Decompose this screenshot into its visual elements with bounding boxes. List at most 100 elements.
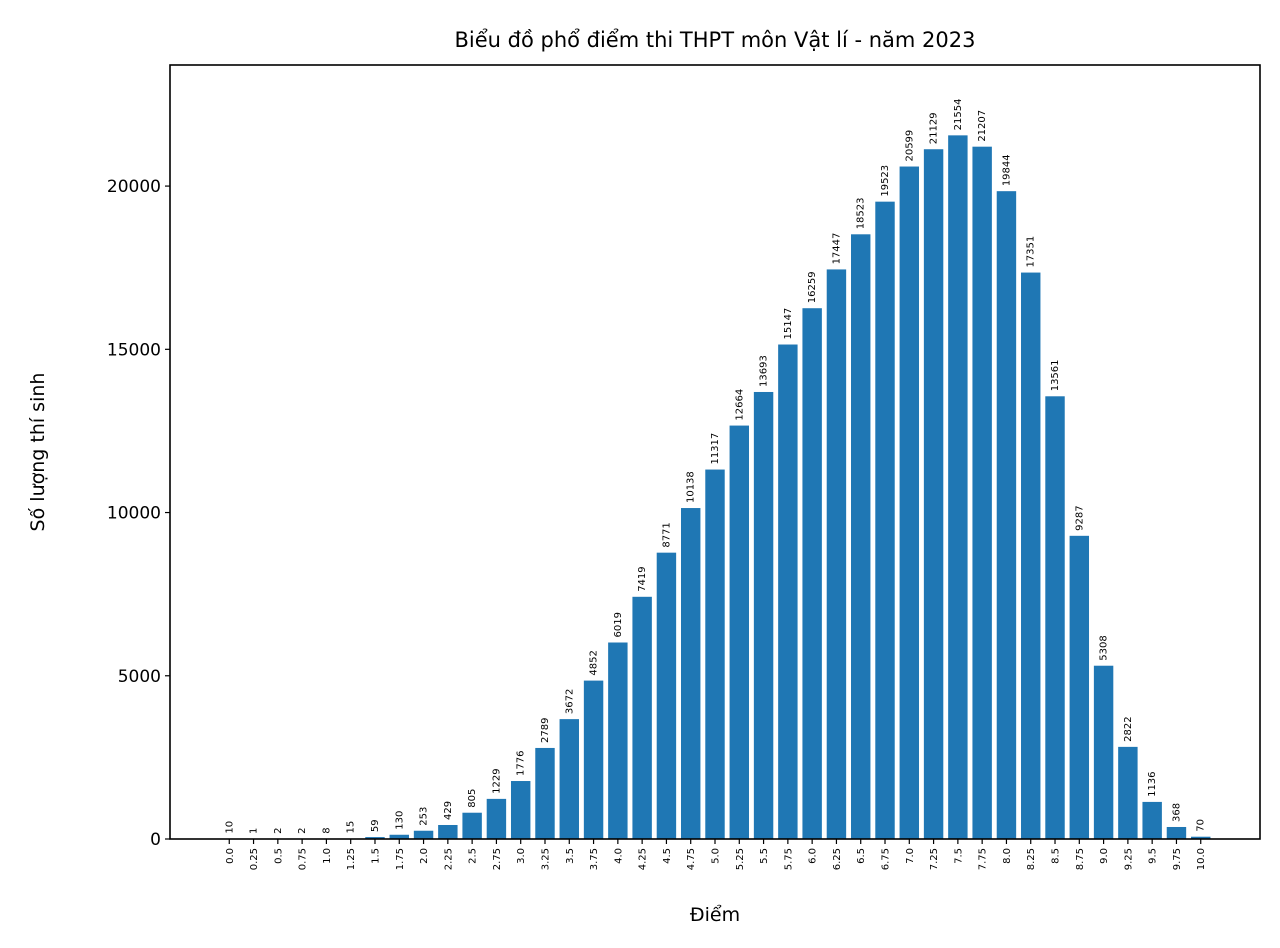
x-tick-label: 7.0	[905, 848, 916, 864]
bar-value-label: 2	[273, 828, 284, 834]
bar-value-label: 10138	[686, 471, 697, 503]
x-tick-label: 4.5	[662, 848, 673, 864]
x-tick-label: 9.25	[1123, 848, 1134, 870]
bar	[535, 747, 555, 839]
x-tick-label: 3.75	[589, 848, 600, 870]
bar-value-label: 2789	[540, 717, 551, 742]
x-tick-label: 10.0	[1196, 848, 1207, 870]
bar	[899, 166, 920, 839]
bar	[1142, 801, 1162, 839]
bar-value-label: 16259	[807, 271, 818, 303]
x-tick-label: 8.5	[1051, 848, 1062, 864]
x-tick-label: 6.5	[856, 848, 867, 864]
bar	[1166, 826, 1187, 839]
x-tick-label: 1.75	[395, 848, 406, 870]
bar	[948, 135, 968, 840]
bar-value-label: 253	[419, 807, 430, 826]
bar	[1021, 272, 1041, 839]
bar-value-label: 8771	[661, 522, 672, 547]
x-axis-label: Điểm	[690, 904, 740, 926]
bar	[996, 191, 1017, 839]
bar-value-label: 805	[467, 789, 478, 808]
y-tick-label: 15000	[107, 340, 161, 360]
bar	[826, 269, 847, 839]
x-tick-label: 1.25	[346, 848, 357, 870]
x-tick-label: 9.5	[1148, 848, 1159, 864]
bar-value-label: 17447	[831, 233, 842, 265]
bar-value-label: 368	[1171, 803, 1182, 822]
bar	[1118, 746, 1138, 839]
x-tick-label: 5.0	[711, 848, 722, 864]
x-tick-label: 5.75	[783, 848, 794, 870]
y-tick-label: 5000	[118, 667, 161, 687]
bar	[851, 234, 871, 840]
bar-value-label: 429	[443, 801, 454, 820]
bar-value-label: 1776	[516, 751, 527, 776]
x-tick-label: 8.25	[1026, 848, 1037, 870]
x-tick-label: 2.25	[443, 848, 454, 870]
bar-value-label: 15	[346, 821, 357, 834]
bar-value-label: 6019	[613, 612, 624, 637]
x-tick-label: 0.75	[298, 848, 309, 870]
x-tick-label: 1.0	[322, 848, 333, 864]
x-tick-label: 0.0	[225, 848, 236, 864]
y-tick-label: 0	[150, 830, 161, 850]
bar-value-label: 1136	[1147, 771, 1158, 796]
bar	[559, 719, 579, 839]
x-tick-label: 5.25	[735, 848, 746, 870]
bar	[510, 781, 531, 839]
x-tick-label: 3.0	[516, 848, 527, 864]
x-tick-label: 3.25	[540, 848, 551, 870]
bar-value-label: 9287	[1074, 505, 1085, 530]
bar	[486, 798, 507, 839]
bar	[923, 149, 944, 839]
x-tick-label: 8.0	[1002, 848, 1013, 864]
y-tick-label: 10000	[107, 504, 161, 524]
x-tick-label: 6.0	[808, 848, 819, 864]
plot-frame	[169, 64, 1261, 840]
bar-value-label: 4852	[589, 650, 600, 675]
y-tick-label: 20000	[107, 177, 161, 197]
bar	[462, 812, 482, 839]
bar-value-label: 10	[224, 821, 235, 834]
bar	[680, 508, 701, 839]
bar-value-label: 3672	[564, 689, 575, 714]
bar-value-label: 11317	[710, 433, 721, 465]
y-axis-label: Số lượng thí sinh	[27, 373, 49, 532]
x-tick-label: 2.0	[419, 848, 430, 864]
bar-value-label: 2822	[1123, 716, 1134, 741]
bar	[778, 344, 798, 839]
x-tick-label: 4.25	[638, 848, 649, 870]
bar	[365, 837, 385, 839]
bar	[438, 824, 458, 839]
bar	[972, 146, 992, 839]
bar-value-label: 15147	[783, 308, 794, 340]
bar-value-label: 13561	[1050, 359, 1061, 391]
x-tick-label: 2.5	[468, 848, 479, 864]
bar-value-label: 2	[297, 828, 308, 834]
x-tick-label: 6.75	[881, 848, 892, 870]
x-tick-label: 7.75	[978, 848, 989, 870]
x-tick-label: 7.25	[929, 848, 940, 870]
x-tick-label: 0.25	[249, 848, 260, 870]
bar	[1191, 836, 1211, 839]
bar	[1093, 665, 1114, 839]
bar	[608, 642, 628, 839]
bar-value-label: 12664	[734, 389, 745, 421]
bar-value-label: 17351	[1026, 236, 1037, 268]
bar	[413, 830, 434, 839]
x-tick-label: 9.75	[1172, 848, 1183, 870]
bar-value-label: 21129	[929, 112, 940, 144]
bar-value-label: 7419	[637, 566, 648, 591]
bar	[632, 596, 652, 839]
bar-value-label: 21207	[977, 110, 988, 142]
x-tick-label: 6.25	[832, 848, 843, 870]
x-tick-label: 2.75	[492, 848, 503, 870]
x-tick-label: 1.5	[370, 848, 381, 864]
x-tick-label: 5.5	[759, 848, 770, 864]
bar-value-label: 20599	[904, 130, 915, 162]
bar-value-label: 19844	[1001, 154, 1012, 186]
bar-value-label: 70	[1196, 819, 1207, 832]
bar-value-label: 5308	[1099, 635, 1110, 660]
